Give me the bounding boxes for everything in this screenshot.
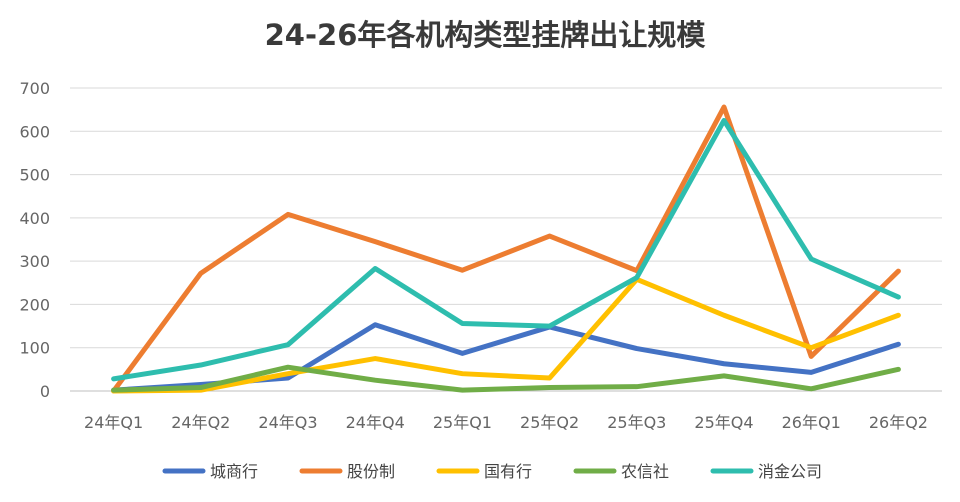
legend-label: 城商行 xyxy=(210,462,258,481)
y-tick-label: 300 xyxy=(19,252,50,271)
x-tick-label: 24年Q2 xyxy=(171,413,230,432)
y-tick-label: 200 xyxy=(19,295,50,314)
x-tick-label: 24年Q1 xyxy=(84,413,143,432)
x-tick-label: 25年Q3 xyxy=(607,413,666,432)
legend-label: 国有行 xyxy=(484,462,532,481)
series-line xyxy=(111,104,901,394)
x-axis-ticks: 24年Q1 24年Q2 24年Q3 24年Q4 25年Q1 25年Q2 25年Q3 25年Q4… xyxy=(84,413,928,432)
y-tick-label: 700 xyxy=(19,79,50,98)
legend-label: 消金公司 xyxy=(758,462,822,481)
x-tick-label: 25年Q4 xyxy=(694,413,753,432)
chart-title: 24-26年各机构类型挂牌出让规模 xyxy=(265,18,707,52)
legend-label: 农信社 xyxy=(621,462,669,481)
x-tick-label: 24年Q3 xyxy=(258,413,317,432)
y-axis-ticks: 0 100 200 300 400 500 600 700 xyxy=(19,79,50,401)
series-line xyxy=(111,276,901,394)
x-tick-label: 24年Q4 xyxy=(346,413,405,432)
y-tick-label: 400 xyxy=(19,209,50,228)
legend: 城商行 股份制 国有行 农信社 消金公司 xyxy=(162,462,822,481)
series-line xyxy=(111,364,901,393)
y-tick-label: 100 xyxy=(19,339,50,358)
y-tick-label: 600 xyxy=(19,122,50,141)
x-tick-label: 26年Q1 xyxy=(782,413,841,432)
series-lines xyxy=(111,104,901,394)
series-line xyxy=(111,117,901,382)
legend-label: 股份制 xyxy=(347,462,395,481)
x-tick-label: 25年Q2 xyxy=(520,413,579,432)
y-tick-label: 500 xyxy=(19,166,50,185)
x-tick-label: 26年Q2 xyxy=(869,413,928,432)
y-tick-label: 0 xyxy=(40,382,50,401)
x-tick-label: 25年Q1 xyxy=(433,413,492,432)
